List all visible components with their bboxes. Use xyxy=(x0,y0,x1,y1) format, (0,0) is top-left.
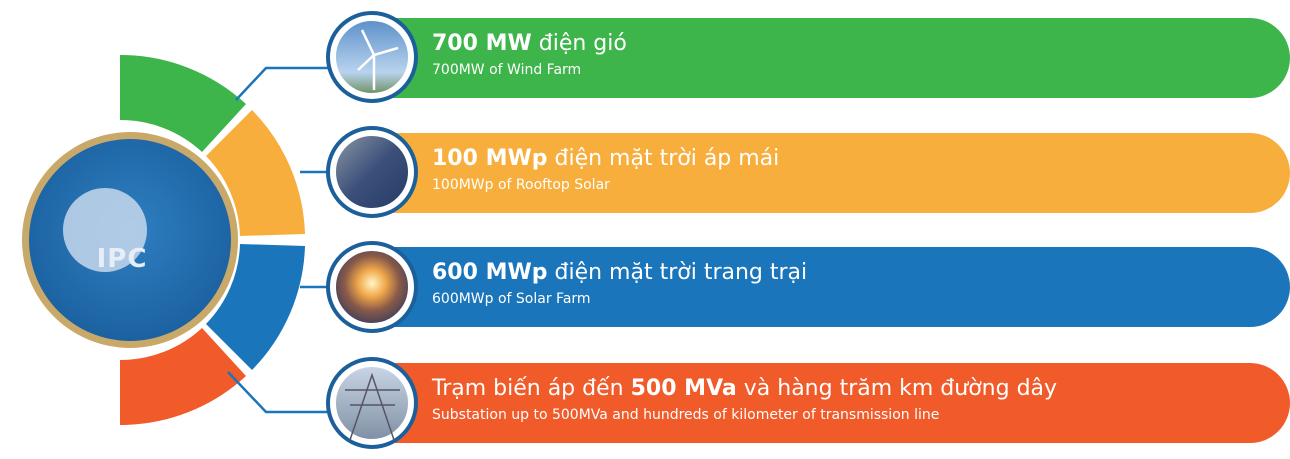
item-subtitle: 100MWp of Rooftop Solar xyxy=(432,175,779,195)
title-text: điện mặt trời áp mái xyxy=(555,146,780,171)
item: 700 MW điện gió 700MW of Wind Farm xyxy=(432,30,627,80)
item-subtitle: 700MW of Wind Farm xyxy=(432,60,627,80)
item: 100 MWp điện mặt trời áp mái 100MWp of Ro… xyxy=(432,145,779,195)
item-title: Trạm biến áp đến 500 MVa và hàng trăm km đ… xyxy=(432,375,1057,403)
item-subtitle: Substation up to 500MVa and hundreds of … xyxy=(432,405,1057,425)
title-text: điện gió xyxy=(539,31,627,56)
title-bold: 500 MVa xyxy=(631,376,737,401)
infographic: IPC 700 MW điện gió 700MW of Wind Farm 10… xyxy=(0,0,1290,459)
item-subtitle: 600MWp of Solar Farm xyxy=(432,289,807,309)
item-title: 700 MW điện gió xyxy=(432,30,627,58)
title-text: Trạm biến áp đến xyxy=(432,376,624,401)
title-bold: 600 MWp xyxy=(432,260,548,285)
item: 600 MWp điện mặt trời trang trại 600MWp o… xyxy=(432,259,807,309)
title-text: và hàng trăm km đường dây xyxy=(744,376,1057,401)
item: Trạm biến áp đến 500 MVa và hàng trăm km đ… xyxy=(432,375,1057,425)
title-bold: 100 MWp xyxy=(432,146,548,171)
title-bold: 700 MW xyxy=(432,31,532,56)
logo-text: IPC xyxy=(72,244,172,274)
item-title: 100 MWp điện mặt trời áp mái xyxy=(432,145,779,173)
photos xyxy=(328,13,416,447)
item-title: 600 MWp điện mặt trời trang trại xyxy=(432,259,807,287)
title-text: điện mặt trời trang trại xyxy=(555,260,808,285)
